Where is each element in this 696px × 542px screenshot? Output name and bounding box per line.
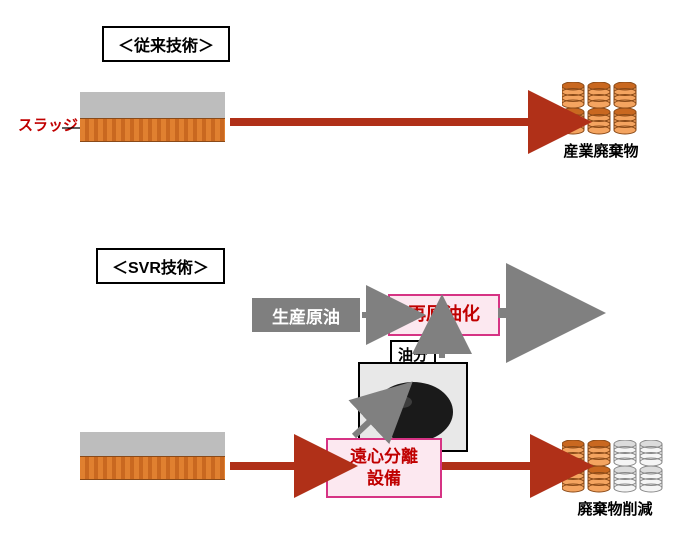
arrows-layer: [0, 0, 696, 542]
